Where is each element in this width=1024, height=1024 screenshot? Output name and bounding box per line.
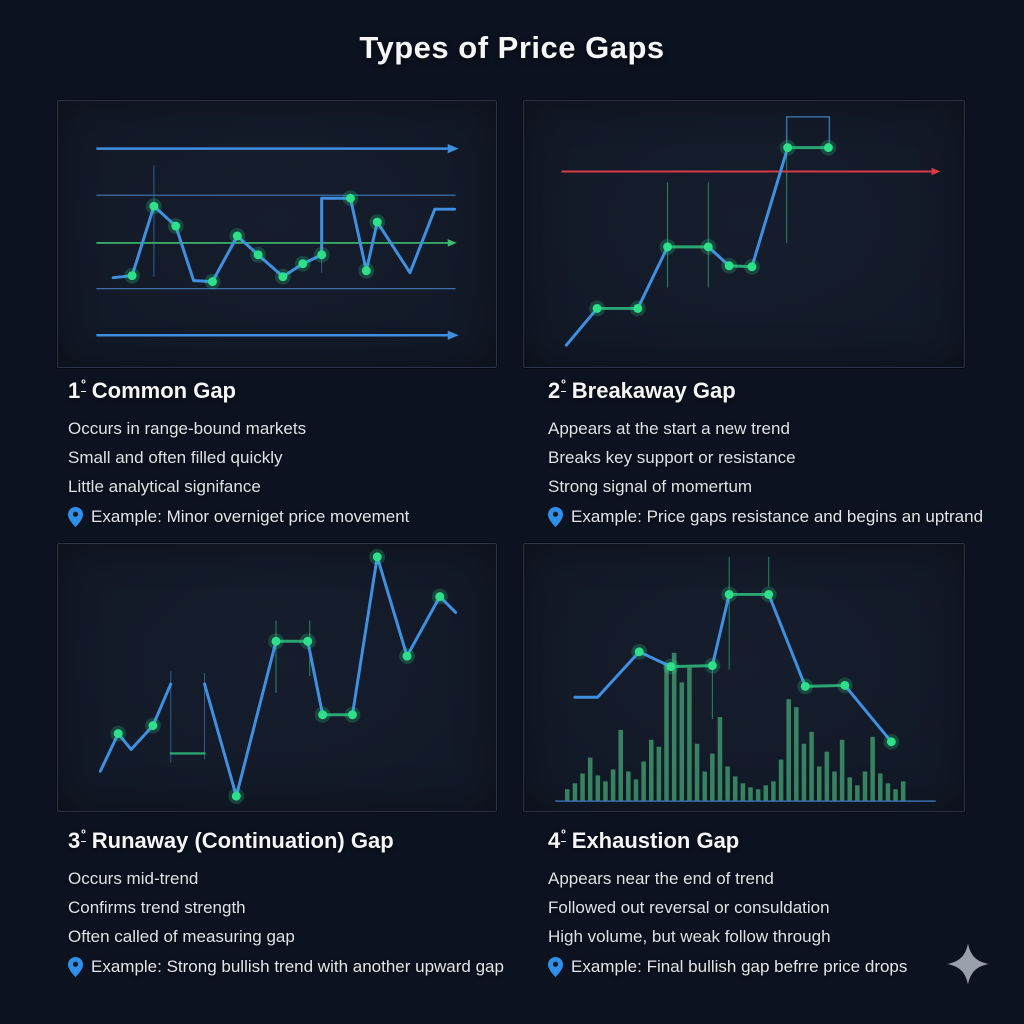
common-gap-chart: [96, 144, 459, 340]
desc-line: Occurs mid-trend: [68, 869, 199, 888]
desc-line: Confirms trend strength: [68, 898, 246, 917]
desc-line: Strong signal of momertum: [548, 477, 753, 496]
common-gap-chart-panel: [57, 100, 497, 368]
exhaustion-gap-chart: [555, 556, 936, 802]
sparkle-icon: [947, 943, 989, 985]
desc-line: Occurs in range-bound markets: [68, 419, 307, 438]
breakaway-gap-chart: [561, 116, 941, 347]
heading-label: Runaway (Continuation) Gap: [91, 828, 394, 853]
runaway-gap-text-block: 3º Runaway (Continuation) Gap Occurs mid…: [68, 826, 528, 977]
location-pin-icon: [68, 507, 83, 527]
exhaustion-gap-heading: 4º Exhaustion Gap: [548, 826, 1016, 854]
heading-number: 3: [68, 828, 81, 853]
desc-line: Small and often filled quickly: [68, 448, 283, 467]
heading-ordinal: º: [81, 376, 86, 392]
heading-ordinal: º: [81, 826, 86, 842]
example-row: Example: Minor overniget price movement: [68, 507, 528, 527]
desc-line: High volume, but weak follow through: [548, 927, 831, 946]
example-text: Example: Strong bullish trend with anoth…: [91, 957, 504, 976]
example-text: Example: Minor overniget price movement: [91, 507, 410, 526]
common-gap-text-block: 1º Common Gap Occurs in range-bound mark…: [68, 376, 528, 527]
page-title: Types of Price Gaps: [359, 30, 665, 65]
location-pin-icon: [68, 957, 83, 977]
desc-line: Followed out reversal or consuldation: [548, 898, 830, 917]
breakaway-gap-chart-panel: [523, 100, 965, 368]
common-gap-heading: 1º Common Gap: [68, 376, 528, 404]
heading-ordinal: º: [561, 376, 566, 392]
desc-line: Breaks key support or resistance: [548, 448, 796, 467]
location-pin-icon: [548, 507, 563, 527]
heading-number: 1: [68, 378, 81, 403]
runaway-gap-chart-panel: [57, 543, 497, 812]
example-text: Example: Price gaps resistance and begin…: [571, 507, 984, 526]
exhaustion-gap-text-block: 4º Exhaustion Gap Appears near the end o…: [548, 826, 1016, 977]
heading-label: Breakaway Gap: [571, 378, 736, 403]
example-text: Example: Final bullish gap befrre price …: [571, 957, 908, 976]
desc-line: Often called of measuring gap: [68, 927, 295, 946]
example-row: Example: Final bullish gap befrre price …: [548, 957, 1016, 977]
example-row: Example: Price gaps resistance and begin…: [548, 507, 1016, 527]
desc-line: Appears near the end of trend: [548, 869, 774, 888]
desc-line: Little analytical signifance: [68, 477, 261, 496]
runaway-gap-heading: 3º Runaway (Continuation) Gap: [68, 826, 528, 854]
example-row: Example: Strong bullish trend with anoth…: [68, 957, 528, 977]
location-pin-icon: [548, 957, 563, 977]
breakaway-gap-heading: 2º Breakaway Gap: [548, 376, 1016, 404]
breakaway-gap-text-block: 2º Breakaway Gap Appears at the start a …: [548, 376, 1016, 527]
exhaustion-gap-chart-panel: [523, 543, 965, 812]
runaway-gap-chart: [98, 548, 458, 805]
heading-number: 2: [548, 378, 561, 403]
heading-label: Common Gap: [91, 378, 236, 403]
desc-line: Appears at the start a new trend: [548, 419, 790, 438]
heading-number: 4: [548, 828, 561, 853]
heading-label: Exhaustion Gap: [571, 828, 740, 853]
heading-ordinal: º: [561, 826, 566, 842]
